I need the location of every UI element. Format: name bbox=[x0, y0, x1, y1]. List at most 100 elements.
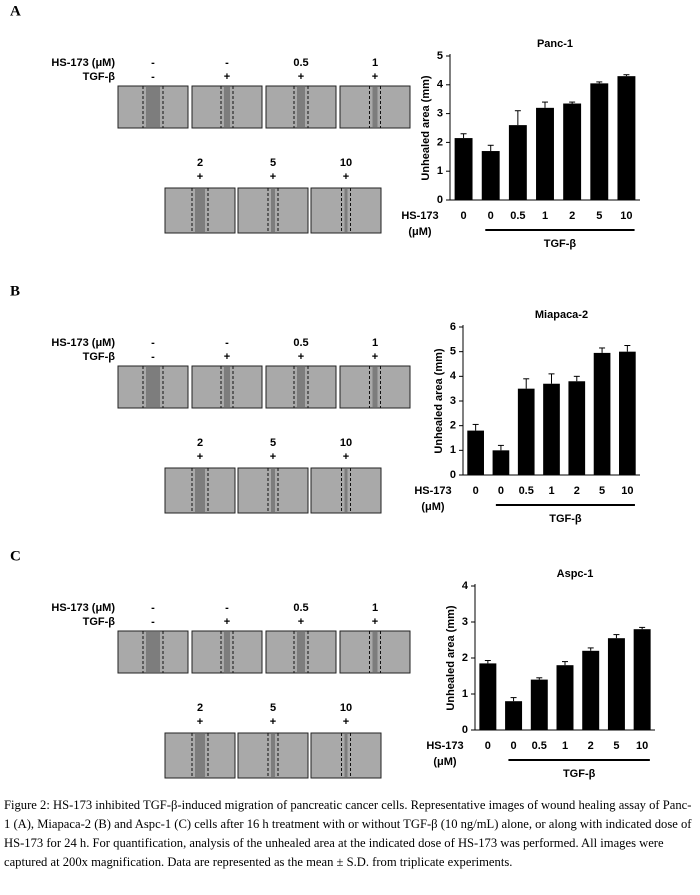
wound-gap bbox=[271, 469, 275, 512]
bar bbox=[492, 450, 510, 475]
dose-label: 0.5 bbox=[293, 337, 308, 349]
y-tick-label: 0 bbox=[462, 724, 468, 736]
chart-title: Miapaca-2 bbox=[535, 309, 588, 321]
y-tick-label: 6 bbox=[450, 321, 456, 333]
y-tick-label: 0 bbox=[437, 194, 443, 206]
bar bbox=[505, 701, 523, 730]
bar bbox=[508, 125, 527, 200]
tgf-label: TGF-β bbox=[83, 71, 116, 83]
dose-label: 1 bbox=[372, 602, 378, 614]
wound-gap bbox=[344, 189, 348, 232]
x-tick-label: 0 bbox=[511, 740, 517, 752]
dose-label: 0.5 bbox=[293, 57, 308, 69]
bar bbox=[479, 663, 497, 730]
bar bbox=[633, 629, 651, 730]
x-tick-label: 0 bbox=[498, 485, 504, 497]
tgf-sign: - bbox=[151, 71, 155, 83]
tgf-sign: + bbox=[343, 716, 349, 728]
dose-label: 2 bbox=[197, 157, 203, 169]
tgf-sign: + bbox=[343, 171, 349, 183]
wound-gap bbox=[297, 367, 305, 407]
x-tick-label: 10 bbox=[621, 485, 633, 497]
x-axis-label: HS-173 bbox=[426, 740, 463, 752]
y-tick-label: 1 bbox=[450, 444, 456, 456]
x-tick-label: 5 bbox=[613, 740, 619, 752]
bar bbox=[517, 388, 535, 475]
tgf-sign: + bbox=[270, 451, 276, 463]
wound-gap bbox=[146, 367, 160, 407]
tgf-sign: + bbox=[224, 351, 230, 363]
x-tick-label: 5 bbox=[596, 210, 602, 222]
wound-gap bbox=[195, 189, 205, 232]
bar bbox=[543, 383, 560, 475]
wound-gap bbox=[195, 734, 205, 777]
x-tick-label: 0 bbox=[461, 210, 467, 222]
y-tick-label: 3 bbox=[462, 616, 468, 628]
panel-label: B bbox=[10, 283, 20, 299]
bar bbox=[568, 381, 586, 475]
x-tick-label: 2 bbox=[588, 740, 594, 752]
y-axis-label: Unhealed area (mm) bbox=[433, 348, 445, 453]
dose-label: - bbox=[151, 337, 155, 349]
chart-title: Panc-1 bbox=[537, 38, 573, 50]
bar bbox=[481, 151, 500, 200]
y-axis-label: Unhealed area (mm) bbox=[445, 605, 457, 710]
bar bbox=[607, 638, 625, 730]
dose-label: 10 bbox=[340, 702, 352, 714]
bar bbox=[530, 679, 548, 730]
x-axis-label: HS-173 bbox=[401, 210, 438, 222]
y-axis-label: Unhealed area (mm) bbox=[420, 75, 432, 180]
x-axis-label: (μM) bbox=[408, 226, 432, 238]
dose-label: 1 bbox=[372, 337, 378, 349]
bar bbox=[582, 650, 600, 730]
panel-label: C bbox=[10, 548, 21, 564]
bar bbox=[563, 103, 582, 200]
panel-label: A bbox=[10, 3, 21, 19]
dose-label: 1 bbox=[372, 57, 378, 69]
y-tick-label: 4 bbox=[437, 79, 444, 91]
bar bbox=[617, 76, 636, 200]
wound-gap bbox=[271, 734, 275, 777]
wound-gap bbox=[372, 87, 378, 127]
x-axis-label: (μM) bbox=[421, 501, 445, 513]
wound-gap bbox=[224, 632, 230, 672]
y-tick-label: 0 bbox=[450, 469, 456, 481]
bar bbox=[590, 83, 609, 200]
tgf-sign: + bbox=[343, 451, 349, 463]
tgf-sign: + bbox=[372, 351, 378, 363]
tgf-sign: + bbox=[197, 171, 203, 183]
tgf-sign: + bbox=[298, 71, 304, 83]
y-tick-label: 1 bbox=[437, 165, 443, 177]
y-tick-label: 2 bbox=[462, 652, 468, 664]
chart-title: Aspc-1 bbox=[557, 568, 594, 580]
y-tick-label: 1 bbox=[462, 688, 468, 700]
wound-gap bbox=[344, 734, 348, 777]
dose-label: - bbox=[225, 57, 229, 69]
wound-gap bbox=[297, 632, 305, 672]
x-tick-label: 2 bbox=[574, 485, 580, 497]
wound-gap bbox=[271, 189, 275, 232]
wound-gap bbox=[344, 469, 348, 512]
wound-gap bbox=[224, 367, 230, 407]
bar bbox=[593, 352, 611, 475]
hs-label: HS-173 (μM) bbox=[51, 337, 115, 349]
wound-gap bbox=[146, 87, 160, 127]
wound-gap bbox=[224, 87, 230, 127]
x-tick-label: 5 bbox=[599, 485, 605, 497]
tgf-sign: + bbox=[270, 171, 276, 183]
tgf-sign: - bbox=[151, 351, 155, 363]
dose-label: - bbox=[151, 602, 155, 614]
dose-label: 0.5 bbox=[293, 602, 308, 614]
x-tick-label: 0 bbox=[488, 210, 494, 222]
x-tick-label: 1 bbox=[562, 740, 568, 752]
caption: Figure 2: HS-173 inhibited TGF-β-induced… bbox=[4, 798, 692, 869]
dose-label: - bbox=[225, 602, 229, 614]
hs-label: HS-173 (μM) bbox=[51, 57, 115, 69]
wound-gap bbox=[146, 632, 160, 672]
tgf-sign: + bbox=[224, 616, 230, 628]
bar bbox=[454, 138, 473, 200]
group-label: TGF-β bbox=[544, 238, 577, 250]
bar bbox=[619, 351, 636, 475]
tgf-label: TGF-β bbox=[83, 351, 116, 363]
